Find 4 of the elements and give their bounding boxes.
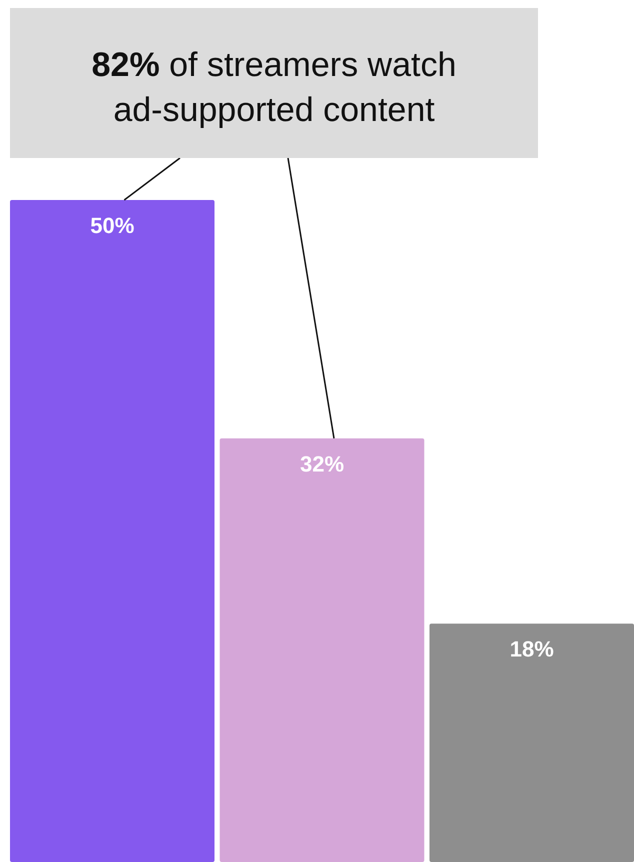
data-label: 18% [510, 636, 554, 662]
data-label: 32% [300, 451, 344, 476]
text: 82% of streamers watch ad-supported content [92, 46, 456, 129]
data-label: 50% [90, 213, 134, 238]
